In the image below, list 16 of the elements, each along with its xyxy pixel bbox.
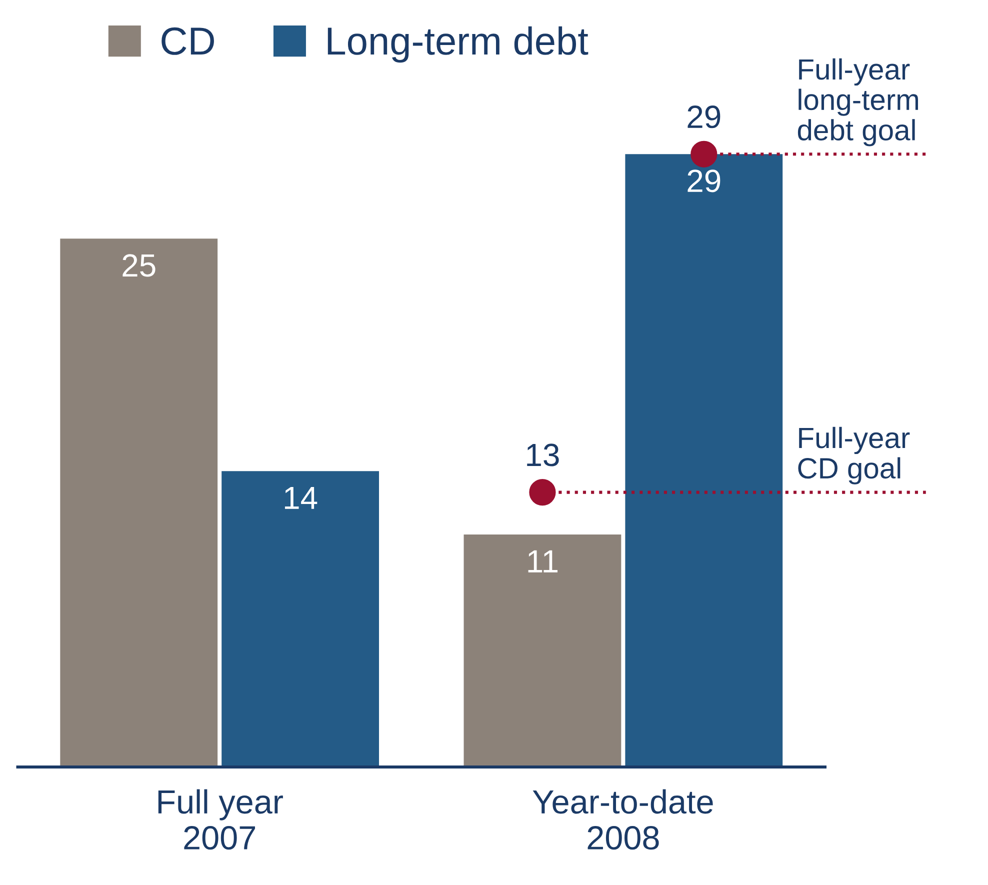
bar [464,534,622,768]
bar [60,238,218,768]
x-tick-label: Full year 2007 [158,789,283,850]
bar [222,471,380,768]
ref-line-label: Full-year CD goal [798,426,910,484]
bar [625,154,783,768]
data-label: 29 [688,106,720,128]
data-label: 11 [528,550,558,572]
legend-label: CD [162,27,214,55]
ref-line-label: Full-year long-term debt goal [798,58,918,146]
data-label: 13 [527,444,559,466]
data-label: 29 [688,170,720,192]
data-label: 25 [122,254,156,277]
x-tick-label: Year-to-date 2008 [532,789,713,850]
data-label: 14 [284,486,318,509]
legend-label: Long-term debt [328,26,588,63]
